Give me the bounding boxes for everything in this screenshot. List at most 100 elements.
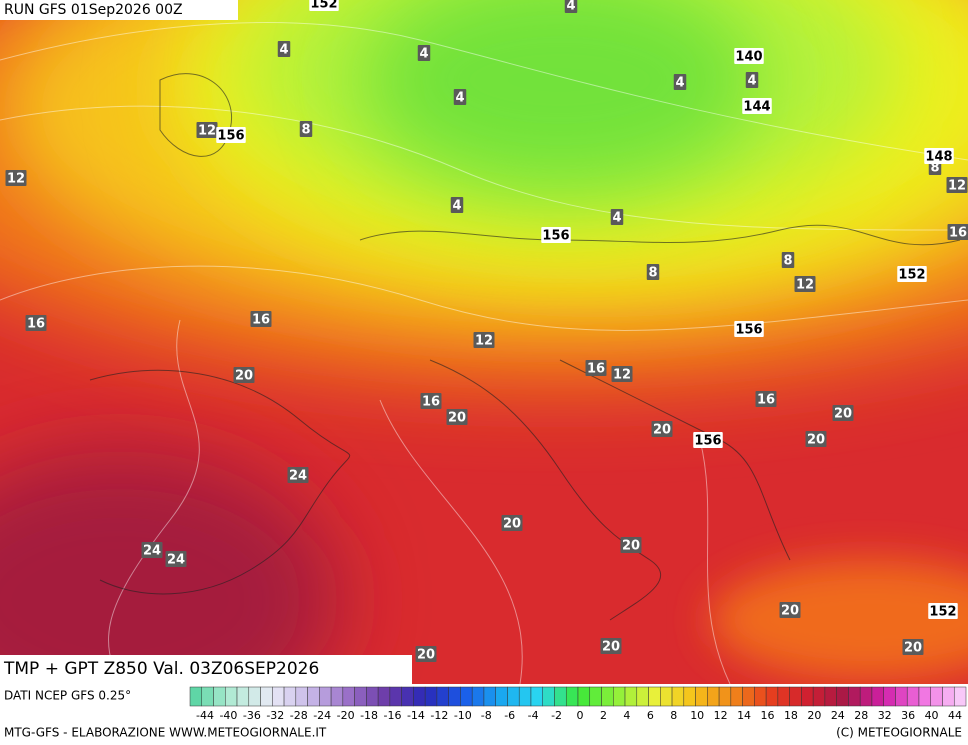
scale-swatch	[542, 686, 555, 707]
scale-tick-label: 20	[807, 709, 821, 722]
label-box	[453, 89, 467, 105]
scale-swatch	[742, 686, 755, 707]
map-label: 16	[949, 226, 967, 241]
data-source: DATI NCEP GFS 0.25°	[4, 689, 131, 703]
scale-swatch	[824, 686, 837, 707]
label-box	[165, 551, 187, 567]
label-box	[233, 367, 255, 383]
scale-swatch	[836, 686, 849, 707]
map-label: 20	[235, 369, 253, 384]
scale-swatch	[648, 686, 661, 707]
label-box	[742, 98, 772, 114]
scale-tick-label: -12	[430, 709, 448, 722]
scale-swatch	[942, 686, 955, 707]
label-box	[947, 224, 968, 240]
scale-swatch	[483, 686, 496, 707]
map-label: 4	[675, 76, 684, 91]
scale-swatch	[859, 686, 873, 707]
field-label-box	[0, 655, 412, 684]
scale-tick-label: -16	[384, 709, 402, 722]
scale-tick-label: -18	[360, 709, 378, 722]
label-box	[541, 227, 571, 243]
scale-tick-label: -28	[290, 709, 308, 722]
label-box	[309, 0, 339, 11]
run-title: RUN GFS 01Sep2026 00Z	[4, 2, 183, 18]
map-label: 4	[419, 47, 428, 62]
map-label: 148	[925, 150, 952, 165]
isoline	[379, 399, 523, 684]
scale-swatch	[765, 686, 779, 707]
scale-swatch	[213, 686, 226, 707]
scale-tick-label: -20	[337, 709, 355, 722]
scale-swatch	[495, 686, 508, 707]
coastline	[429, 359, 662, 621]
label-box	[794, 276, 816, 292]
scale-swatch	[789, 686, 802, 707]
scale-swatch	[424, 686, 438, 707]
scale-swatch	[601, 686, 614, 707]
map-label: 8	[930, 161, 939, 176]
scale-swatch	[683, 686, 696, 707]
map-label: 156	[735, 323, 762, 338]
label-box	[693, 432, 723, 448]
map-label: 20	[834, 407, 852, 422]
label-box	[734, 48, 764, 64]
label-box	[620, 537, 642, 553]
scale-swatch	[718, 686, 732, 707]
label-box	[781, 252, 795, 268]
label-box	[417, 45, 431, 61]
scale-swatch	[401, 686, 414, 707]
map-label: 12	[7, 172, 25, 187]
scale-swatch	[613, 686, 626, 707]
label-box	[299, 121, 313, 137]
scale-swatch	[671, 686, 685, 707]
scale-tick-label: 0	[577, 709, 584, 722]
label-box	[928, 603, 958, 619]
scale-swatch	[624, 686, 638, 707]
map-label: 156	[694, 434, 721, 449]
scale-swatch	[307, 686, 320, 707]
map-label: 12	[613, 368, 631, 383]
scale-swatch	[848, 686, 861, 707]
scale-swatch	[248, 686, 261, 707]
scale-swatch	[636, 686, 649, 707]
scale-swatch	[518, 686, 532, 707]
label-box	[745, 72, 759, 88]
coastline	[89, 369, 351, 595]
scale-swatch	[330, 686, 344, 707]
map-label: 20	[653, 423, 671, 438]
map-label: 12	[948, 179, 966, 194]
label-box	[832, 405, 854, 421]
map-label: 20	[904, 641, 922, 656]
field-label: TMP + GPT Z850 Val. 03Z06SEP2026	[3, 659, 319, 679]
scale-swatch	[707, 686, 720, 707]
isoline	[108, 319, 200, 684]
scale-tick-label: -2	[551, 709, 562, 722]
scale-swatch	[695, 686, 708, 707]
map-label: 152	[310, 0, 337, 12]
scale-tick-label: 12	[714, 709, 728, 722]
scale-swatch	[812, 686, 826, 707]
border	[359, 224, 961, 246]
label-box	[779, 602, 801, 618]
scale-tick-label: -24	[313, 709, 331, 722]
scale-swatch	[295, 686, 308, 707]
scale-tick-label: 24	[831, 709, 845, 722]
label-box	[755, 391, 777, 407]
scale-swatch	[565, 686, 579, 707]
label-box	[250, 311, 272, 327]
scale-swatch	[201, 686, 214, 707]
map-label: 20	[602, 640, 620, 655]
scale-swatch	[918, 686, 931, 707]
scale-tick-label: -8	[481, 709, 492, 722]
map-label: 4	[452, 199, 461, 214]
label-box	[902, 639, 924, 655]
scale-swatch	[589, 686, 602, 707]
scale-swatch	[801, 686, 814, 707]
map-label: 12	[198, 124, 216, 139]
map-label: 20	[417, 648, 435, 663]
map-label: 8	[301, 123, 310, 138]
scale-swatch	[272, 686, 285, 707]
label-box	[501, 515, 523, 531]
